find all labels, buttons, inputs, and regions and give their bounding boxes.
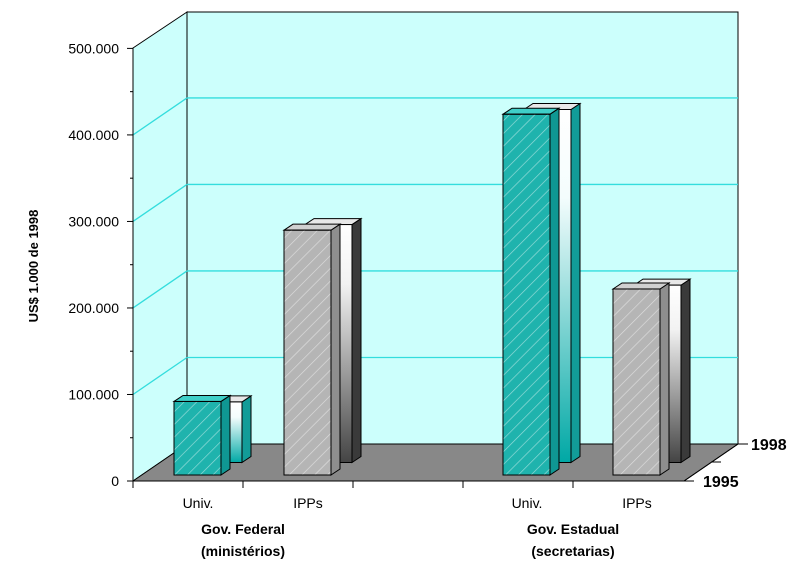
series-label-1995: 1995 <box>703 474 739 491</box>
bar-1998-3-side <box>680 278 691 464</box>
bar-1995-3-side <box>659 282 670 476</box>
bar-1995-2-top <box>501 107 561 115</box>
bar-1995-2-hatch <box>502 113 551 476</box>
bars <box>172 102 692 476</box>
bar-1995-2 <box>501 107 561 476</box>
y-tick-label: 0 <box>111 473 119 489</box>
bar-1995-1 <box>282 223 342 476</box>
bar-1995-0-top <box>172 394 232 402</box>
bar-1998-2-side <box>570 102 581 464</box>
bar-1998-1-side <box>351 217 362 464</box>
series-label-1998: 1998 <box>751 437 787 454</box>
depth-axis: 1995 1998 <box>684 437 787 491</box>
bar-1995-1-top <box>282 223 342 231</box>
x-category-label: IPPs <box>293 495 323 511</box>
bar-1995-0 <box>172 394 232 476</box>
y-axis-label: US$ 1.000 de 1998 <box>26 210 41 323</box>
bar-1995-0-side <box>220 394 231 476</box>
y-tick-label: 100.000 <box>68 386 119 402</box>
bar-1995-1-hatch <box>283 229 332 476</box>
y-tick-label: 500.000 <box>68 40 119 56</box>
group-label: Gov. Federal <box>201 521 285 537</box>
bar-1995-3-hatch <box>612 288 661 476</box>
x-category-label: Univ. <box>183 495 214 511</box>
gridline-side <box>132 270 188 309</box>
gridline-side <box>132 97 188 136</box>
group-sublabel: (secretarias) <box>531 543 614 559</box>
group-label: Gov. Estadual <box>527 521 619 537</box>
y-axis: 0 100.000 200.000 300.000 400.000 500.000 <box>68 40 133 489</box>
bar-1995-3 <box>611 282 671 476</box>
bar-1995-0-hatch <box>173 400 222 476</box>
bar-1995-1-side <box>330 223 341 476</box>
y-tick-label: 200.000 <box>68 300 119 316</box>
gridline-side <box>132 183 188 222</box>
gridline-side <box>132 356 188 396</box>
y-tick-label: 300.000 <box>68 213 119 229</box>
group-sublabel: (ministérios) <box>201 543 285 559</box>
x-category-label: Univ. <box>512 495 543 511</box>
y-tick-label: 400.000 <box>68 127 119 143</box>
x-category-label: IPPs <box>622 495 652 511</box>
bar-1995-2-side <box>549 107 560 476</box>
bar-1995-3-top <box>611 282 671 290</box>
x-axis: Univ. IPPs Univ. IPPs Gov. Federal (ministéri… <box>132 481 652 559</box>
bar-1998-0-side <box>241 395 252 464</box>
